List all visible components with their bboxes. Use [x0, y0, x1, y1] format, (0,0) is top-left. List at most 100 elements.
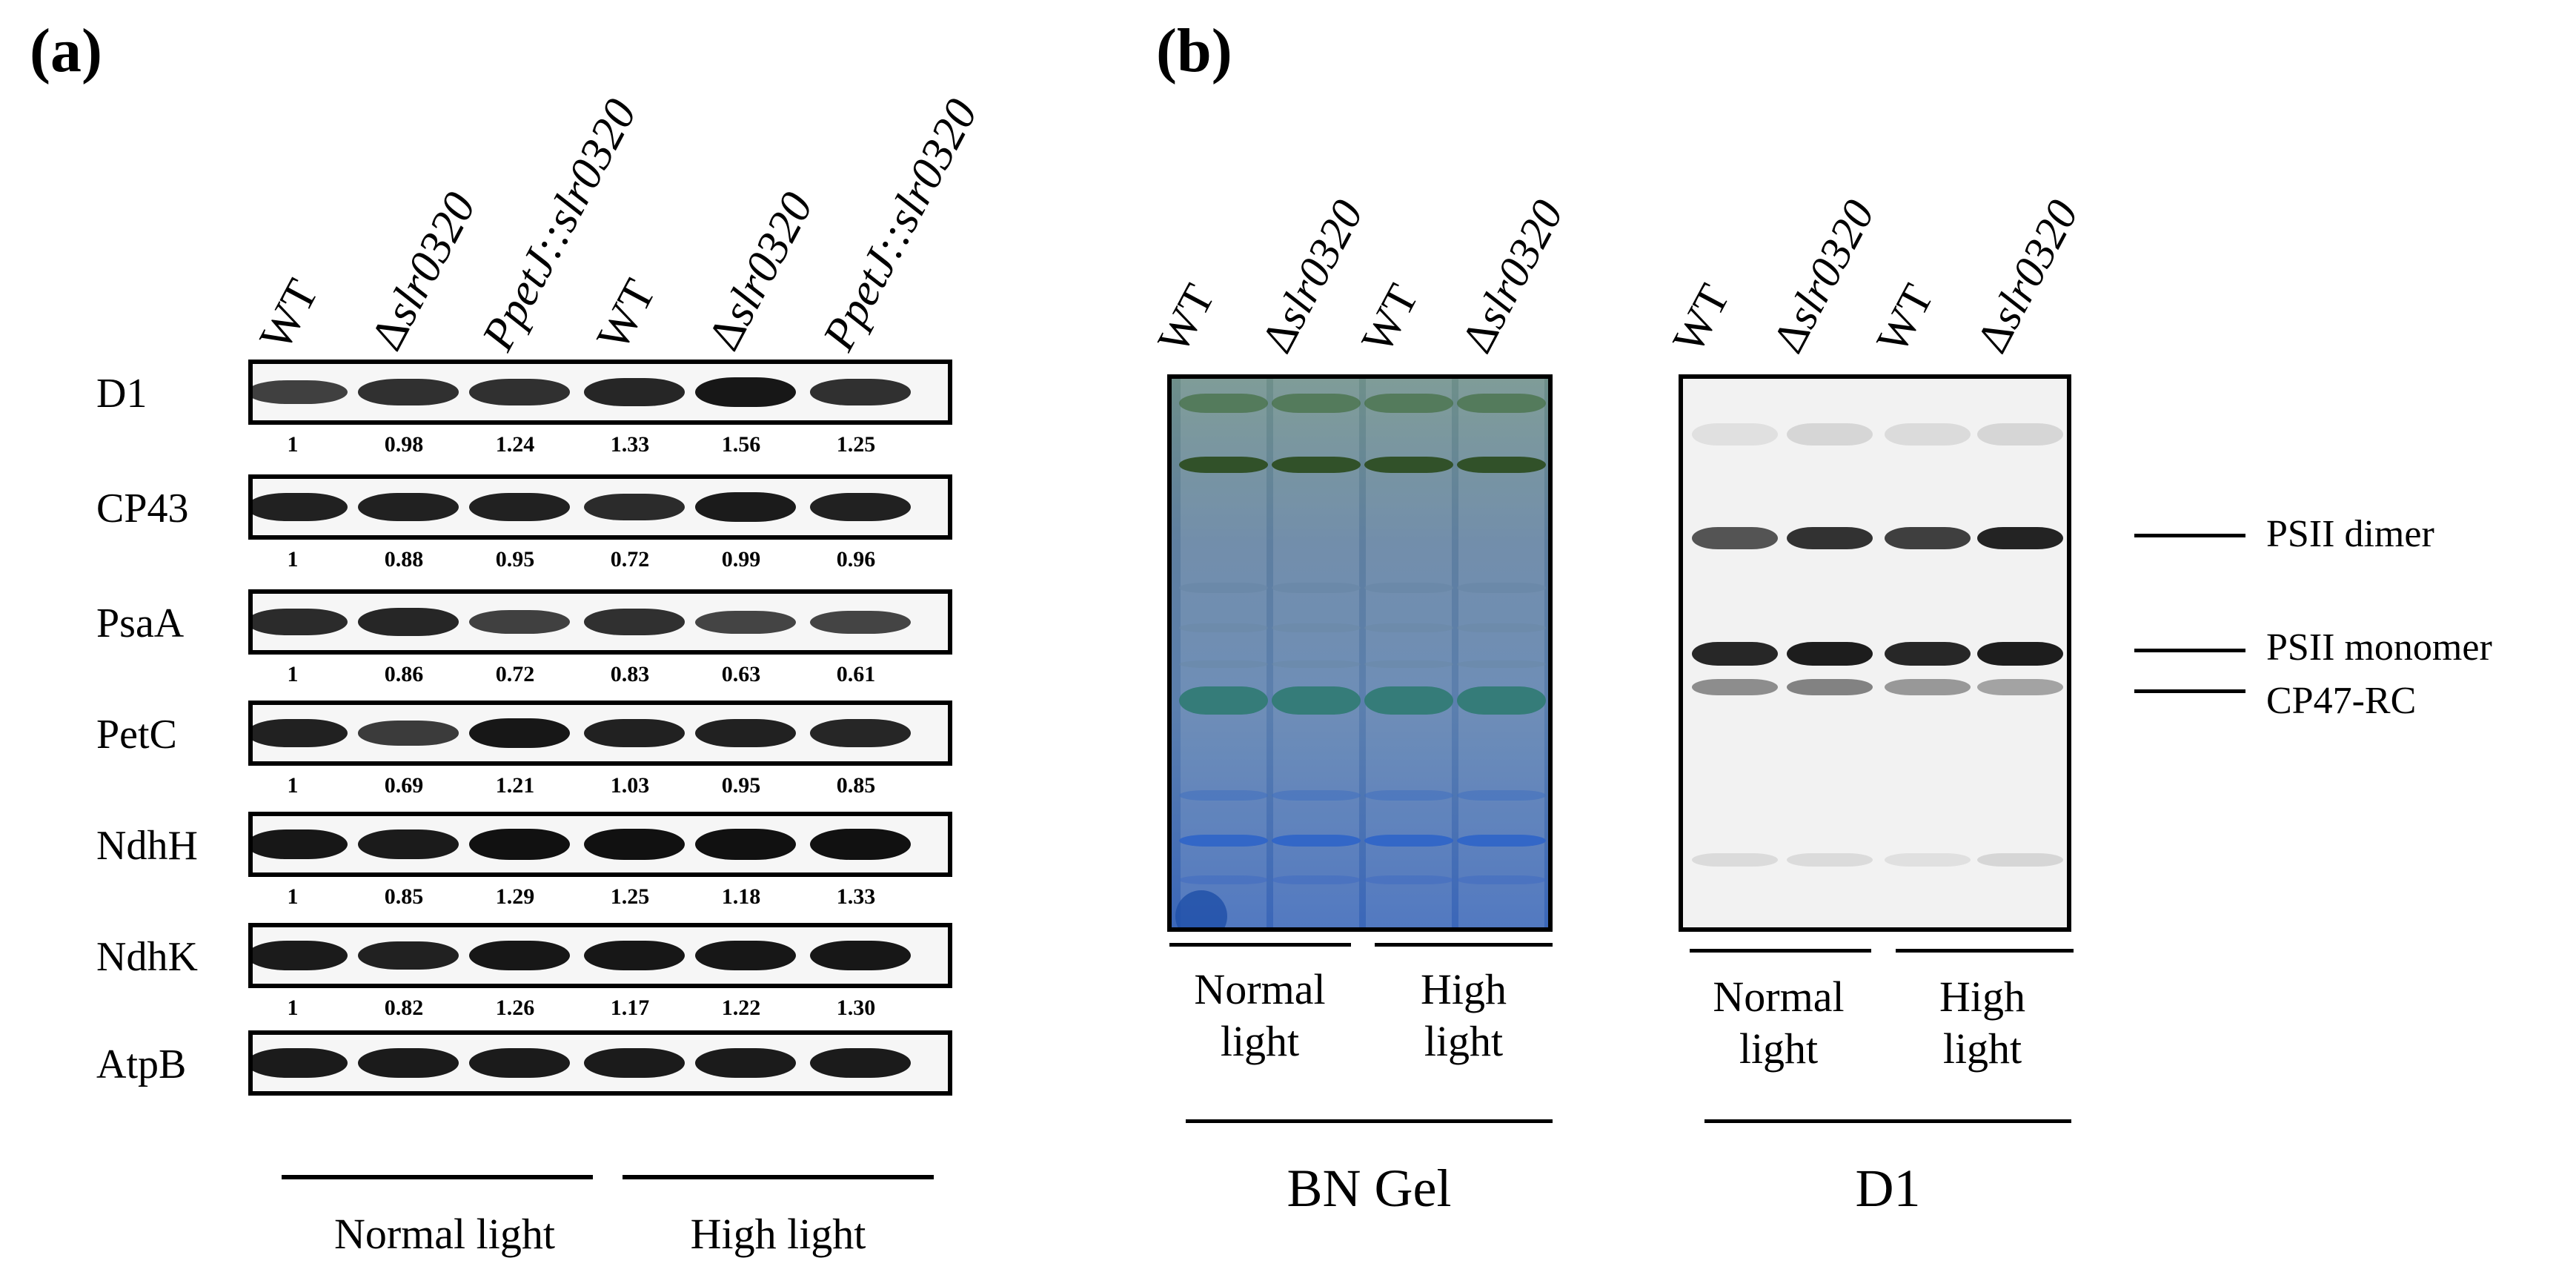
- bn-band-0-3: [1179, 623, 1268, 632]
- bn-band-0-2: [1179, 583, 1268, 593]
- bn-band-2-5: [1364, 686, 1453, 715]
- bn-band-2-3: [1364, 623, 1453, 632]
- quant-ndhk-0: 1: [287, 996, 299, 1020]
- quant-cp43-4: 0.99: [721, 547, 761, 572]
- bn-gel-corner-smear: [1175, 890, 1227, 927]
- bn-band-1-1: [1272, 457, 1361, 473]
- band-d1-1: [358, 379, 459, 405]
- bn-gel-image: [1167, 374, 1553, 932]
- bn-high-line: [1375, 943, 1553, 947]
- psii-monomer-label: PSII monomer: [2266, 626, 2492, 669]
- bn-lane-label-3: Δslr0320: [1452, 192, 1572, 360]
- bn-band-2-2: [1364, 583, 1453, 593]
- bn-band-2-7: [1364, 835, 1453, 847]
- d1-band-2-1: [1885, 527, 1971, 549]
- band-psaa-4: [695, 610, 796, 634]
- quant-ndhk-2: 1.26: [495, 996, 535, 1020]
- band-ndhh-1: [358, 829, 459, 859]
- d1-lane-label-2: WT: [1867, 276, 1942, 360]
- band-d1-4: [695, 377, 796, 408]
- condition-high-light: High light: [690, 1210, 866, 1258]
- blot-label-psaa: PsaA: [96, 600, 185, 646]
- quant-psaa-5: 0.61: [836, 662, 876, 686]
- quant-ndhk-5: 1.30: [836, 996, 876, 1020]
- band-psaa-5: [810, 610, 911, 634]
- quant-d1-2: 1.24: [495, 432, 535, 457]
- panel-a-lane-label-0-text: WT: [250, 271, 328, 359]
- bn-lane-label-2-text: WT: [1352, 276, 1428, 361]
- bn-lane-label-1-italic: slr0320: [1265, 192, 1372, 336]
- d1-band-2-0: [1885, 423, 1971, 446]
- blot-petc: [248, 701, 952, 766]
- band-ndhk-1: [358, 941, 459, 970]
- blot-label-ndhh: NdhH: [96, 823, 198, 869]
- quant-cp43-2: 0.95: [495, 547, 535, 572]
- quant-ndhh-0: 1: [287, 884, 299, 909]
- bn-band-1-7: [1272, 835, 1361, 847]
- band-ndhh-3: [584, 829, 685, 860]
- bn-gel-title: BN Gel: [1287, 1159, 1452, 1218]
- band-petc-0: [253, 718, 348, 748]
- band-ndhk-3: [584, 940, 685, 971]
- bn-band-3-5: [1457, 686, 1546, 715]
- band-ndhh-0: [253, 829, 348, 860]
- bn-band-0-0: [1179, 394, 1268, 413]
- bn-band-3-4: [1457, 660, 1546, 668]
- quant-cp43-5: 0.96: [836, 547, 876, 572]
- d1-lane-label-1-italic: slr0320: [1776, 192, 1884, 336]
- blot-atpb: [248, 1030, 952, 1096]
- band-ndhk-2: [469, 940, 570, 971]
- d1-band-3-4: [1977, 853, 2063, 867]
- band-d1-3: [584, 378, 685, 406]
- blot-label-d1: D1: [96, 371, 147, 417]
- blot-ndhh: [248, 812, 952, 877]
- panel-a-lane-label-5: PpetJ::slr0320: [814, 91, 988, 358]
- band-atpb-4: [695, 1048, 796, 1078]
- d1-band-1-2: [1787, 642, 1873, 666]
- bn-lane-label-2: WT: [1352, 276, 1428, 361]
- blot-label-petc: PetC: [96, 712, 177, 758]
- quant-ndhh-3: 1.25: [610, 884, 650, 909]
- bn-band-1-2: [1272, 583, 1361, 593]
- d1-band-1-4: [1787, 853, 1873, 867]
- d1-band-2-2: [1885, 642, 1971, 666]
- bn-band-1-5: [1272, 686, 1361, 715]
- panel-a-label: (a): [30, 16, 102, 85]
- bn-band-1-3: [1272, 623, 1361, 632]
- d1-band-0-4: [1692, 853, 1778, 867]
- bn-lane-label-0: WT: [1148, 276, 1224, 360]
- blot-label-atpb: AtpB: [96, 1041, 187, 1087]
- band-d1-5: [810, 379, 911, 405]
- d1-condition-normal-light: Normal light: [1713, 973, 1845, 1073]
- band-ndhh-5: [810, 829, 911, 860]
- psii-dimer-label: PSII dimer: [2266, 513, 2434, 555]
- band-petc-2: [469, 718, 570, 749]
- bn-band-3-2: [1457, 583, 1546, 593]
- bn-band-3-8: [1457, 875, 1546, 884]
- band-ndhh-4: [695, 829, 796, 860]
- quant-petc-0: 1: [287, 773, 299, 798]
- band-petc-1: [358, 721, 459, 746]
- bn-band-3-6: [1457, 790, 1546, 801]
- d1-band-0-3: [1692, 679, 1778, 695]
- quant-d1-0: 1: [287, 432, 299, 457]
- band-atpb-5: [810, 1048, 911, 1078]
- band-atpb-1: [358, 1048, 459, 1078]
- d1-lane-label-3: Δslr0320: [1967, 192, 2087, 360]
- band-cp43-1: [358, 492, 459, 522]
- quant-ndhk-1: 0.82: [384, 996, 424, 1020]
- quant-d1-4: 1.56: [721, 432, 761, 457]
- band-ndhk-0: [253, 941, 348, 970]
- d1-band-1-0: [1787, 423, 1873, 446]
- bn-band-2-8: [1364, 875, 1453, 884]
- quant-cp43-1: 0.88: [384, 547, 424, 572]
- bn-band-0-5: [1179, 686, 1268, 715]
- d1-band-3-2: [1977, 642, 2063, 666]
- panel-a-lane-label-3: WT: [588, 271, 665, 358]
- bn-band-1-8: [1272, 875, 1361, 884]
- band-petc-5: [810, 719, 911, 747]
- band-cp43-0: [253, 492, 348, 522]
- bn-band-0-4: [1179, 660, 1268, 668]
- blot-psaa: [248, 589, 952, 655]
- blot-label-cp43: CP43: [96, 486, 189, 531]
